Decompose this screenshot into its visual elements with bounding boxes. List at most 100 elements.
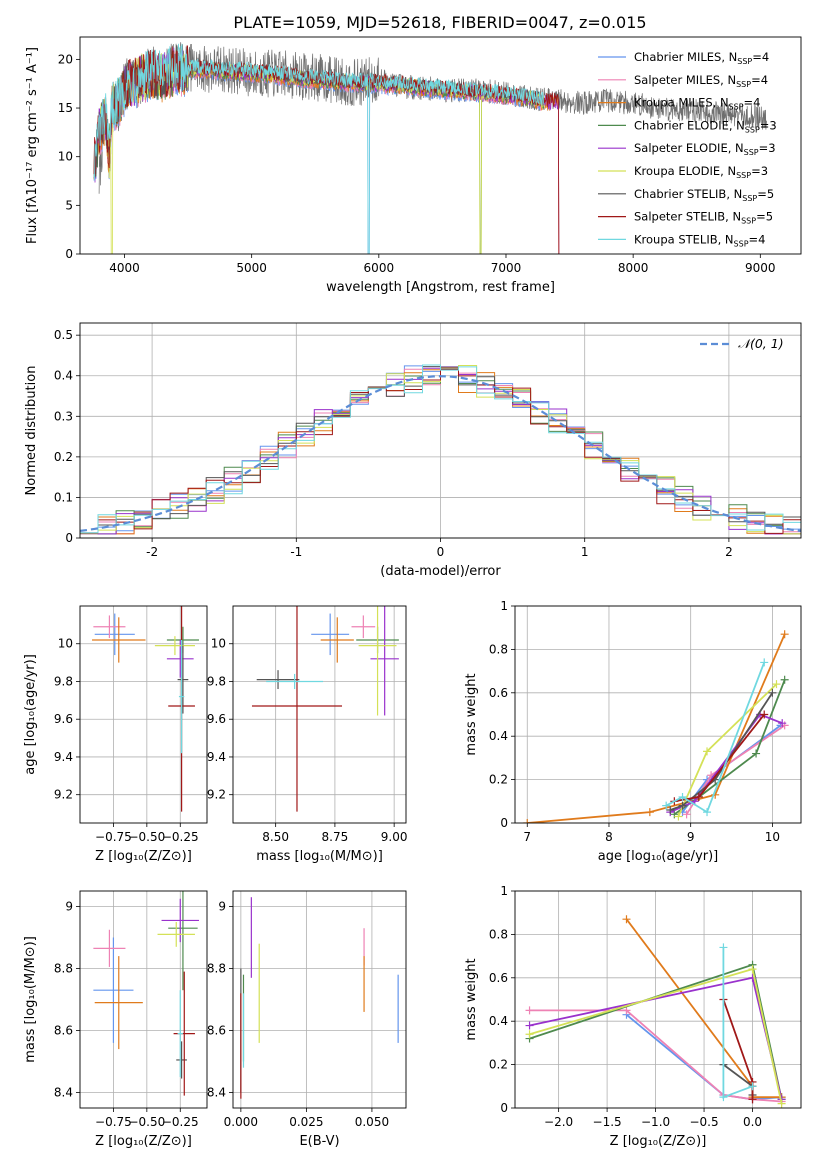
legend-entry-8: Kroupa STELIB, NSSP=4 — [634, 232, 765, 248]
plot-area — [92, 606, 199, 812]
axes-frame — [79, 36, 802, 255]
x-tick-label: -2 — [146, 545, 158, 559]
y-axis-label: mass [log₁₀(M/M⊙)] — [23, 936, 38, 1063]
y-tick-label: 8.4 — [207, 1086, 226, 1100]
y-tick-label: 8.6 — [207, 1024, 226, 1038]
y-tick-label: 0 — [65, 247, 73, 261]
y-tick-label: 9 — [65, 900, 73, 914]
x-tick-label: −1.5 — [593, 1115, 622, 1129]
x-tick-label: 6000 — [364, 261, 395, 275]
weight-marker-2 — [780, 630, 789, 639]
panel-mass_vs_EBV: 0.000 0.025 0.050 8.4 8.6 8.8 9 E(B-V) — [207, 890, 407, 1149]
y-tick-label: 0.5 — [54, 328, 73, 342]
y-tick-label: 1 — [500, 884, 508, 898]
y-tick-label: 9.4 — [54, 750, 73, 764]
panel-age_vs_Z: −0.75−0.50−0.25 9.2 9.4 9.6 9.8 10 Z [log₁₀(Z/… — [23, 605, 208, 864]
y-tick-label: 9.6 — [54, 712, 73, 726]
weight-marker-8 — [719, 1093, 728, 1102]
x-tick-label: 0 — [437, 545, 445, 559]
y-tick-label: 9.2 — [54, 788, 73, 802]
x-tick-label: 9000 — [745, 261, 776, 275]
y-tick-label: 5 — [65, 198, 73, 212]
weight-marker-8 — [719, 943, 728, 952]
x-tick-label: 1 — [581, 545, 589, 559]
x-tick-label: 9.00 — [381, 830, 408, 844]
legend-entry-5: Kroupa ELODIE, NSSP=3 — [634, 164, 768, 180]
plot-area — [525, 915, 786, 1108]
y-tick-label: 1 — [500, 599, 508, 613]
weight-marker-3 — [780, 675, 789, 684]
x-axis-label: wavelength [Angstrom, rest frame] — [326, 280, 555, 295]
plot-area — [240, 897, 399, 1099]
weight-marker-1 — [622, 1006, 631, 1015]
axes-frame — [232, 890, 407, 1109]
x-tick-label: 8000 — [618, 261, 649, 275]
y-tick-label: 0.2 — [489, 773, 508, 787]
x-tick-label: −0.25 — [162, 830, 199, 844]
y-tick-label: 0.4 — [489, 729, 508, 743]
y-tick-label: 9.6 — [207, 712, 226, 726]
y-tick-label: 0.6 — [489, 686, 508, 700]
x-tick-label: 10 — [765, 830, 780, 844]
axes-frame — [79, 605, 208, 824]
plot-area — [93, 891, 199, 1096]
legend-entry-1: Salpeter MILES, NSSP=4 — [634, 73, 768, 89]
weight-marker-2 — [523, 819, 532, 823]
y-tick-label: 0.2 — [54, 450, 73, 464]
panel-age_vs_mass: 8.50 8.75 9.00 9.2 9.4 9.6 9.8 10 mass [log₁₀(M/… — [207, 605, 408, 864]
plot-area — [93, 42, 768, 254]
axes-frame — [514, 890, 802, 1109]
x-tick-label: −0.5 — [689, 1115, 718, 1129]
x-tick-label: 8.75 — [322, 830, 349, 844]
y-axis-label: mass weight — [464, 673, 479, 755]
model-spectrum-8 — [93, 43, 545, 254]
plot-area — [80, 364, 801, 535]
y-tick-label: 8.6 — [54, 1024, 73, 1038]
plot-area — [523, 630, 789, 823]
y-tick-label: 0.1 — [54, 490, 73, 504]
axes-frame — [514, 605, 802, 824]
weight-marker-5 — [748, 965, 757, 974]
legend-entry-3: Chabrier ELODIE, NSSP=3 — [634, 118, 777, 134]
plot-area — [251, 606, 399, 812]
x-tick-label: −0.50 — [128, 830, 165, 844]
panel-weight_vs_age: 7 8 9 10 0 0.2 0.4 0.6 0.8 1 age [log₁₀(age/yr)] ma… — [464, 599, 802, 864]
legend-entry-6: Chabrier STELIB, NSSP=5 — [634, 187, 774, 203]
weight-marker-8 — [748, 1082, 757, 1091]
weight-line-7 — [722, 999, 754, 1100]
x-tick-label: 0.0 — [743, 1115, 762, 1129]
y-tick-label: 0.8 — [489, 642, 508, 656]
y-tick-label: 10 — [58, 150, 73, 164]
y-tick-label: 8.8 — [207, 962, 226, 976]
weight-marker-3 — [752, 749, 761, 758]
y-tick-label: 0.6 — [489, 971, 508, 985]
x-tick-label: 7000 — [491, 261, 522, 275]
y-tick-label: 0.4 — [54, 369, 73, 383]
x-axis-label: mass [log₁₀(M/M⊙)] — [256, 849, 383, 864]
y-tick-label: 9.2 — [207, 788, 226, 802]
weight-marker-3 — [670, 810, 679, 819]
x-tick-label: 7 — [523, 830, 531, 844]
x-tick-label: 0.050 — [355, 1115, 389, 1129]
normal-reference-curve — [80, 375, 801, 532]
axes-frame — [79, 322, 802, 539]
y-tick-label: 9.8 — [54, 674, 73, 688]
y-tick-label: 0.3 — [54, 409, 73, 423]
legend-entry-4: Salpeter ELODIE, NSSP=3 — [634, 141, 776, 157]
weight-line-8 — [665, 662, 766, 814]
x-axis-label: (data-model)/error — [380, 564, 501, 579]
figure-title: PLATE=1059, MJD=52618, FIBERID=0047, z=0… — [233, 13, 646, 32]
weight-marker-2 — [622, 915, 631, 924]
weight-marker-6 — [666, 805, 675, 814]
x-tick-label: 4000 — [109, 261, 140, 275]
y-axis-label: mass weight — [464, 958, 479, 1040]
weight-marker-7 — [748, 1095, 757, 1104]
panel-spectrum: 4000 5000 6000 7000 8000 9000 0 5 10 15 20 waveleng… — [25, 36, 802, 295]
x-tick-label: −0.25 — [162, 1115, 199, 1129]
legend-entry-0: Chabrier MILES, NSSP=4 — [634, 50, 769, 66]
x-tick-label: −0.75 — [95, 830, 132, 844]
y-tick-label: 9 — [218, 900, 226, 914]
weight-marker-5 — [772, 680, 781, 689]
legend-entry-7: Salpeter STELIB, NSSP=5 — [634, 210, 773, 226]
